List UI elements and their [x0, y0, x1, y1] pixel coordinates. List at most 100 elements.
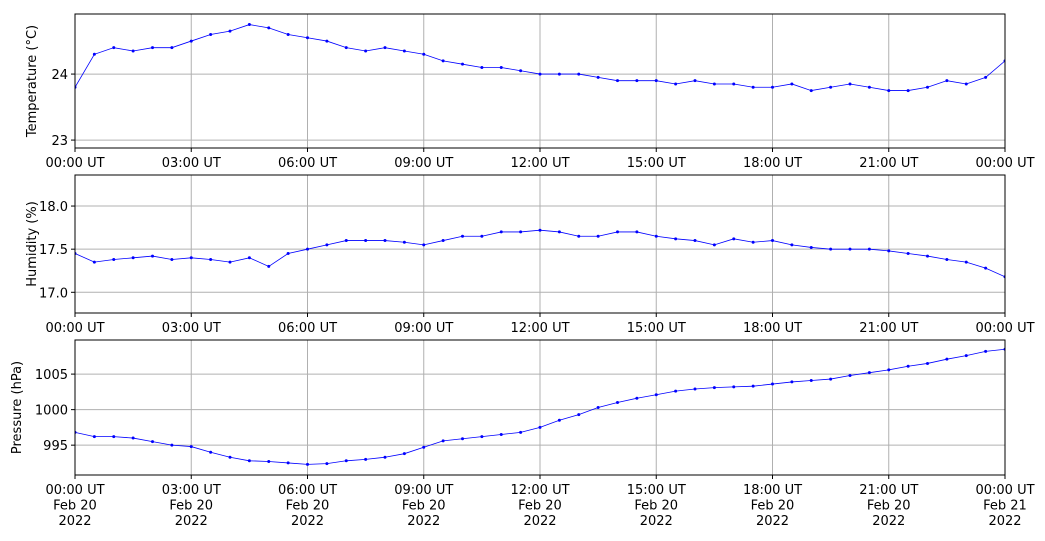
- data-point: [92, 260, 96, 264]
- x-tick-label: 15:00 UT: [627, 321, 686, 336]
- data-point: [538, 228, 542, 232]
- data-point: [945, 357, 949, 361]
- data-point: [674, 237, 678, 241]
- data-point: [693, 79, 697, 83]
- data-point: [771, 85, 774, 89]
- data-point: [306, 247, 309, 251]
- x-tick-label: 09:00 UT Feb 20 2022: [394, 483, 453, 529]
- data-point: [790, 380, 794, 384]
- data-point: [674, 82, 678, 86]
- data-point: [616, 79, 619, 83]
- data-point: [151, 46, 154, 50]
- x-tick-label: 00:00 UT Feb 21 2022: [975, 483, 1034, 529]
- data-point: [538, 72, 542, 76]
- plot-area: [75, 23, 1005, 93]
- data-point: [306, 36, 309, 40]
- data-point: [829, 85, 833, 89]
- data-point: [209, 450, 213, 454]
- data-point: [112, 435, 116, 439]
- data-point: [712, 386, 716, 390]
- data-point: [557, 230, 561, 234]
- data-point: [286, 32, 290, 36]
- data-point: [635, 396, 639, 400]
- data-point: [131, 49, 135, 53]
- data-point: [616, 230, 619, 234]
- data-point: [790, 82, 794, 86]
- data-point: [964, 82, 968, 86]
- data-point: [247, 23, 251, 27]
- data-point: [189, 256, 193, 260]
- data-point: [751, 85, 755, 89]
- data-point: [519, 430, 523, 434]
- data-point: [92, 52, 96, 56]
- data-point: [228, 260, 232, 264]
- data-point: [848, 82, 852, 86]
- data-point: [771, 239, 774, 243]
- data-point: [189, 39, 193, 43]
- data-point: [926, 361, 929, 365]
- data-point: [829, 247, 833, 251]
- x-tick-label: 21:00 UT Feb 20 2022: [859, 483, 918, 529]
- data-point: [867, 85, 871, 89]
- data-point: [344, 46, 348, 50]
- y-axis-label: Temperature (°C): [25, 25, 40, 138]
- data-point: [635, 230, 639, 234]
- data-point: [247, 256, 251, 260]
- data-point: [867, 247, 871, 251]
- data-point: [383, 46, 387, 50]
- data-point: [771, 382, 774, 386]
- data-point: [732, 385, 736, 389]
- data-point: [461, 234, 464, 238]
- data-point: [829, 377, 833, 381]
- x-tick-label: 03:00 UT Feb 20 2022: [162, 483, 221, 529]
- y-tick-label: 23: [51, 134, 68, 149]
- y-tick-label: 24: [51, 68, 68, 83]
- data-point: [848, 247, 852, 251]
- x-tick-label: 03:00 UT: [162, 156, 221, 171]
- data-point: [209, 258, 213, 262]
- data-point: [809, 379, 813, 382]
- data-point: [402, 49, 406, 53]
- data-point: [654, 79, 658, 83]
- plot-frame: [74, 174, 1006, 314]
- data-point: [364, 457, 368, 461]
- plot-frame: [74, 13, 1006, 149]
- data-point: [848, 374, 852, 378]
- data-point: [383, 455, 387, 459]
- data-point: [906, 364, 910, 368]
- x-tick-label: 18:00 UT Feb 20 2022: [743, 483, 802, 529]
- y-tick-label: 1000: [35, 404, 68, 419]
- data-point: [732, 82, 736, 86]
- data-point: [945, 79, 949, 83]
- data-point: [964, 260, 968, 264]
- data-point: [92, 435, 96, 439]
- x-tick-label: 09:00 UT: [394, 156, 453, 171]
- x-tick-label: 06:00 UT: [278, 321, 337, 336]
- data-point: [441, 59, 445, 63]
- data-point: [577, 234, 581, 238]
- data-point: [809, 89, 813, 93]
- data-point: [344, 239, 348, 243]
- data-point: [480, 435, 484, 439]
- data-point: [422, 52, 426, 56]
- y-tick-label: 1005: [35, 368, 68, 383]
- data-point: [286, 251, 290, 255]
- data-point: [131, 256, 135, 260]
- data-point: [461, 62, 464, 66]
- data-point: [151, 254, 154, 258]
- data-point: [151, 440, 154, 444]
- data-point: [809, 245, 813, 249]
- y-tick-label: 17.0: [39, 286, 68, 301]
- data-point: [499, 433, 503, 436]
- x-tick-label: 15:00 UT Feb 20 2022: [627, 483, 686, 529]
- data-point: [170, 443, 174, 447]
- data-point: [712, 243, 716, 247]
- plot-area: [75, 228, 1005, 279]
- data-point: [557, 72, 561, 76]
- data-point: [480, 65, 484, 69]
- data-point: [596, 406, 600, 409]
- x-tick-label: 00:00 UT Feb 20 2022: [45, 483, 104, 529]
- data-point: [887, 368, 891, 372]
- data-point: [519, 230, 523, 234]
- data-point: [945, 258, 949, 262]
